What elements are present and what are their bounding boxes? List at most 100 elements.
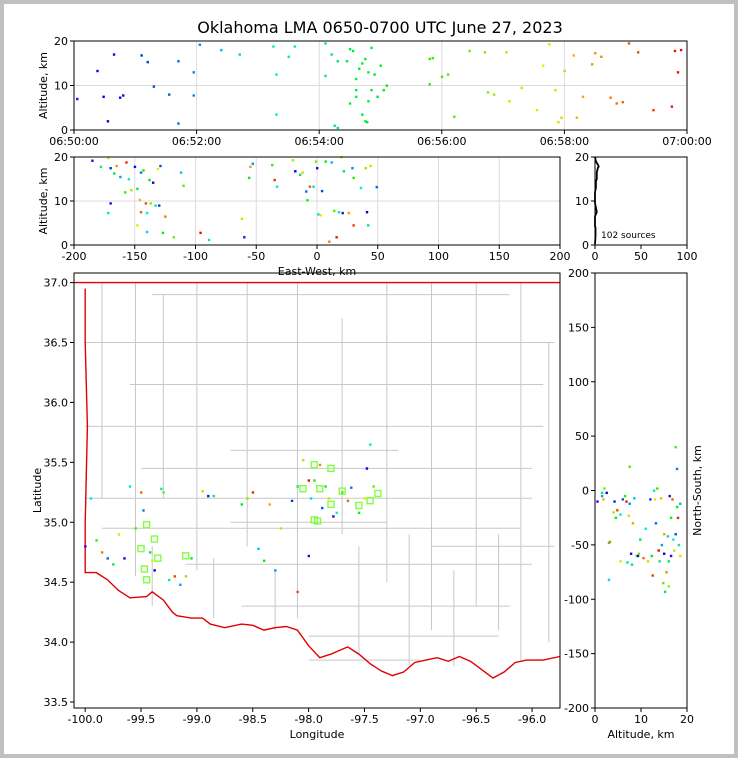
altitude-time-point <box>177 122 180 125</box>
plan-view-point <box>290 499 294 503</box>
ns-altitude-y-tick-label: 150 <box>568 321 589 334</box>
ns-altitude-point <box>654 522 658 525</box>
figure-frame: Oklahoma LMA 0650-0700 UTC June 27, 2023… <box>4 4 734 754</box>
altitude-time-point <box>348 48 352 51</box>
plan-view-y-tick-label: 34.0 <box>44 636 69 649</box>
ns-altitude-point <box>675 505 679 509</box>
plan-view-point <box>89 497 93 500</box>
plan-view-point <box>296 590 299 594</box>
altitude-ew-point <box>333 209 336 213</box>
county-lines <box>85 282 555 667</box>
ns-altitude-point <box>658 560 661 563</box>
altitude-ew-point <box>271 163 274 167</box>
altitude-time-point <box>358 67 361 70</box>
altitude-time-point <box>275 113 278 116</box>
altitude-time-point <box>324 42 327 45</box>
altitude-time-x-tick-label: 06:56:00 <box>417 135 466 148</box>
plan-view-point <box>207 494 210 498</box>
altitude-time-point <box>345 60 349 63</box>
ns-altitude-point <box>628 502 631 505</box>
ns-altitude-point <box>672 538 675 541</box>
altitude-ew-x-tick-label: 150 <box>489 250 510 263</box>
state-border-southwest <box>84 288 561 679</box>
ns-altitude-point <box>635 554 638 558</box>
altitude-time-border <box>73 40 688 131</box>
ns-altitude-point <box>614 516 618 520</box>
altitude-time-point <box>354 77 358 81</box>
altitude-ew-point <box>139 171 143 174</box>
lma-station-marker <box>327 464 335 473</box>
ns-altitude-point <box>629 552 633 555</box>
altitude-ew-x-tick-label: 0 <box>314 250 321 263</box>
altitude-time-point <box>572 54 575 57</box>
plan-view-point <box>268 503 271 506</box>
plan-view-point <box>106 557 109 560</box>
altitude-time-x-tick-label: 06:50:00 <box>49 135 98 148</box>
altitude-ew-point <box>139 211 143 214</box>
lma-station-marker <box>374 489 382 498</box>
altitude-ew-point <box>159 164 162 168</box>
altitude-time-point <box>96 69 99 73</box>
ns-altitude-point <box>669 554 673 558</box>
ns-altitude-point <box>619 560 622 563</box>
altitude-time-point <box>453 115 456 119</box>
altitude-time-point <box>676 71 680 74</box>
altitude-ew-point <box>324 160 327 163</box>
altitude-time-y-tick-label: 0 <box>61 124 68 137</box>
ns-altitude-point <box>669 516 673 520</box>
plan-view-point <box>201 490 204 493</box>
altitude-time-point <box>548 43 551 46</box>
altitude-time-point <box>636 51 640 54</box>
plan-view-y-tick-label: 35.5 <box>44 456 69 469</box>
plan-view-point <box>134 527 137 530</box>
altitude-ew-point <box>335 236 338 239</box>
altitude-ew-point <box>161 231 165 235</box>
altitude-time-point <box>333 124 336 127</box>
altitude-ew-point <box>369 164 372 168</box>
altitude-ew-point <box>125 161 128 164</box>
altitude-time-point <box>146 60 149 64</box>
altitude-ew-point <box>375 185 378 189</box>
ns-altitude-point <box>616 509 619 512</box>
plan-view-point <box>179 583 182 586</box>
altitude-ew-point <box>136 187 139 191</box>
altitude-ew-x-tick-label: -100 <box>183 250 208 263</box>
altitude-time-point <box>106 120 110 123</box>
altitude-ew-x-tick-label: 100 <box>428 250 449 263</box>
plan-view-point <box>309 497 313 500</box>
ns-altitude-point <box>637 552 641 555</box>
altitude-time-point <box>557 120 560 124</box>
ns-altitude-point <box>626 561 629 564</box>
altitude-time-point <box>575 116 579 119</box>
ns-altitude-point <box>674 533 677 536</box>
altitude-time-point <box>354 88 358 92</box>
altitude-ew-point <box>240 217 244 220</box>
ns-altitude-point <box>628 465 631 468</box>
altitude-time-point <box>366 120 369 124</box>
altitude-ew-point <box>91 159 94 162</box>
altitude-time-point <box>581 95 585 99</box>
altitude-ew-y-tick-label: 0 <box>61 239 68 252</box>
ns-altitude-point <box>631 522 635 525</box>
ns-altitude-point <box>621 498 624 501</box>
altitude-ew-point <box>109 202 112 205</box>
plan-view-x-tick-label: -99.0 <box>183 713 211 726</box>
lma-station-marker <box>154 554 162 562</box>
ns-altitude-point <box>603 487 606 490</box>
ns-altitude-point <box>663 552 666 555</box>
plan-view-point <box>335 511 338 515</box>
altitude-ew-x-axis-label: East-West, km <box>278 265 356 278</box>
altitude-time-point <box>275 73 278 76</box>
altitude-ew-point <box>347 211 350 215</box>
plan-view-point <box>257 547 260 551</box>
plan-view-x-tick-label: -98.0 <box>294 713 322 726</box>
plan-view-point <box>327 497 331 500</box>
altitude-ew-point <box>352 176 355 180</box>
ns-altitude-point <box>671 498 674 501</box>
ns-altitude-x-tick-label: 20 <box>680 713 694 726</box>
altitude-time-point <box>615 102 618 105</box>
altitude-ew-y-tick-label: 10 <box>54 195 68 208</box>
plan-view-point <box>332 515 335 518</box>
altitude-histogram-x-tick-label: 100 <box>677 250 698 263</box>
altitude-time-point <box>609 96 612 99</box>
